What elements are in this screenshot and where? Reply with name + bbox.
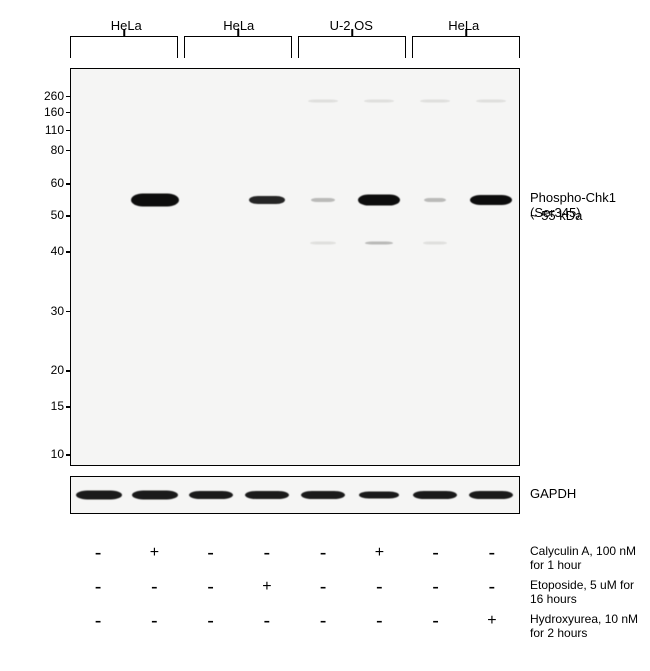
lane (71, 477, 127, 513)
treatment-minus: - (295, 542, 351, 565)
treatment-minus: - (408, 610, 464, 633)
treatment-minus: - (183, 542, 239, 565)
treatment-minus: - (239, 610, 295, 633)
treatment-minus: - (239, 542, 295, 565)
gapdh-band (132, 491, 178, 500)
blot-band (364, 99, 394, 102)
gapdh-band (301, 491, 345, 499)
lane (183, 69, 239, 465)
bracket (298, 36, 406, 58)
blot-band (476, 99, 506, 102)
treatment-row: ---+---- (70, 570, 520, 604)
lane (295, 69, 351, 465)
lane (407, 477, 463, 513)
treatment-minus: - (408, 576, 464, 599)
blot-band (358, 194, 400, 205)
blot-band (365, 242, 393, 245)
blot-band (308, 99, 338, 102)
western-blot-figure: HeLa HeLa U-2 OS HeLa 260 160 110 80 60 50 40 3… (0, 0, 650, 671)
lane (127, 69, 183, 465)
gapdh-band (245, 491, 289, 499)
lane (351, 477, 407, 513)
loading-control-label: GAPDH (530, 486, 576, 501)
lane (183, 477, 239, 513)
treatment-minus: - (183, 610, 239, 633)
treatment-minus: - (295, 576, 351, 599)
gapdh-band (413, 491, 457, 499)
mw-tick: 60 (24, 176, 64, 190)
treatment-grid: -+---+-----+-----------+ (70, 536, 520, 638)
main-blot (70, 68, 520, 466)
mw-tick: 50 (24, 208, 64, 222)
blot-band (131, 193, 179, 206)
mw-tick: 15 (24, 399, 64, 413)
treatment-minus: - (295, 610, 351, 633)
sample-brackets (70, 36, 520, 58)
lane (463, 69, 519, 465)
treatment-minus: - (408, 542, 464, 565)
treatment-minus: - (70, 542, 126, 565)
blot-band (470, 195, 512, 205)
lane (71, 69, 127, 465)
treatment-minus: - (464, 576, 520, 599)
lane (127, 477, 183, 513)
gapdh-band (76, 491, 122, 500)
cell-line-labels-row: HeLa HeLa U-2 OS HeLa (70, 18, 520, 33)
mw-ladder: 260 160 110 80 60 50 40 30 20 15 10 (0, 68, 70, 466)
bracket (70, 36, 178, 58)
treatment-plus: + (351, 544, 407, 562)
treatment-minus: - (126, 576, 182, 599)
bracket (184, 36, 292, 58)
mw-tick: 30 (24, 304, 64, 318)
treatment-row: -------+ (70, 604, 520, 638)
treatment-plus: + (126, 544, 182, 562)
treatment-label: Hydroxyurea, 10 nM for 2 hours (530, 612, 650, 640)
mw-tick: 110 (24, 123, 64, 137)
mw-tick: 80 (24, 143, 64, 157)
gapdh-band (189, 491, 233, 499)
treatment-minus: - (183, 576, 239, 599)
blot-band (249, 196, 285, 204)
main-lanes (71, 69, 519, 465)
treatment-label: Calyculin A, 100 nM for 1 hour (530, 544, 650, 572)
treatment-minus: - (70, 576, 126, 599)
bracket (412, 36, 520, 58)
mw-tick: 40 (24, 244, 64, 258)
treatment-minus: - (126, 610, 182, 633)
target-mw-label: ~ 55 kDa (530, 208, 582, 223)
treatment-plus: + (239, 578, 295, 596)
treatment-minus: - (70, 610, 126, 633)
lane (295, 477, 351, 513)
treatment-minus: - (464, 542, 520, 565)
loading-lanes (71, 477, 519, 513)
lane (463, 477, 519, 513)
blot-band (420, 99, 450, 102)
gapdh-band (359, 492, 399, 499)
treatment-minus: - (351, 610, 407, 633)
blot-band (311, 198, 335, 202)
treatment-plus: + (464, 612, 520, 630)
lane (239, 69, 295, 465)
lane (407, 69, 463, 465)
cell-line-label: HeLa (408, 18, 521, 33)
blot-band (424, 198, 446, 202)
blot-band (310, 242, 336, 245)
treatment-minus: - (351, 576, 407, 599)
lane (351, 69, 407, 465)
mw-tick: 20 (24, 363, 64, 377)
mw-tick: 160 (24, 105, 64, 119)
cell-line-label: HeLa (70, 18, 183, 33)
blot-band (423, 242, 447, 245)
gapdh-band (469, 491, 513, 499)
loading-control-blot (70, 476, 520, 514)
cell-line-label: HeLa (183, 18, 296, 33)
treatment-label: Etoposide, 5 uM for 16 hours (530, 578, 650, 606)
mw-tick: 10 (24, 447, 64, 461)
treatment-row: -+---+-- (70, 536, 520, 570)
mw-tick: 260 (24, 89, 64, 103)
lane (239, 477, 295, 513)
